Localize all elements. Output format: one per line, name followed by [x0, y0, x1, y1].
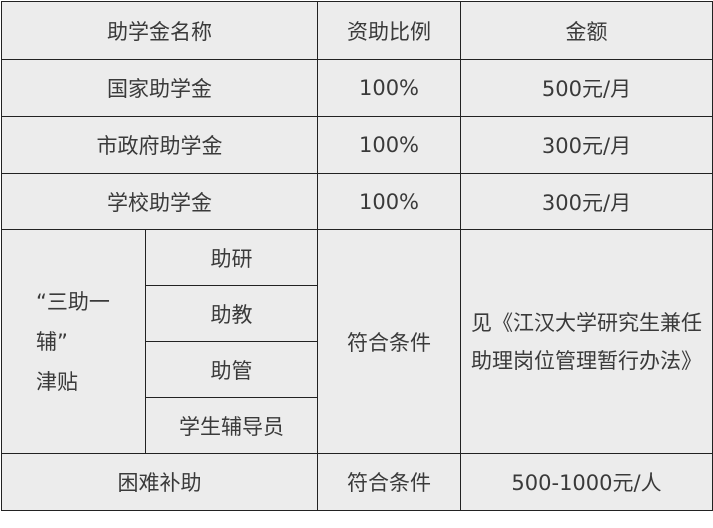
row-ratio: 符合条件 — [317, 453, 461, 511]
subsidy-item: 助管 — [145, 341, 318, 398]
row-name: 学校助学金 — [1, 173, 318, 230]
row-name: 市政府助学金 — [1, 116, 318, 174]
subsidy-group-label: “三助一 辅” 津贴 — [1, 229, 146, 454]
header-name: 助学金名称 — [1, 1, 318, 60]
row-amount: 500-1000元/人 — [460, 453, 713, 511]
row-ratio: 100% — [317, 59, 461, 117]
row-amount: 500元/月 — [460, 59, 713, 117]
table-row: “三助一 辅” 津贴 助研 符合条件 见《江汉大学研究生兼任助理岗位管理暂行办法… — [1, 229, 713, 454]
table-row: 助教 — [2, 285, 713, 342]
row-ratio: 100% — [317, 116, 461, 174]
group-label-line: 津贴 — [36, 369, 78, 394]
group-label-line: 辅” — [36, 329, 68, 354]
row-name: 国家助学金 — [1, 59, 318, 117]
subsidy-ratio: 符合条件 — [317, 229, 461, 454]
header-amount: 金额 — [460, 1, 713, 60]
table-row: 助管 — [2, 341, 713, 398]
row-amount: 300元/月 — [460, 116, 713, 174]
row-name: 困难补助 — [1, 453, 318, 511]
scholarship-table: 助学金名称 资助比例 金额 国家助学金 100% 500元/月 市政府助学金 1… — [1, 1, 713, 511]
subsidy-item: 助研 — [145, 229, 318, 286]
group-label-line: “三助一 — [36, 289, 110, 314]
header-row: 助学金名称 资助比例 金额 — [1, 1, 713, 60]
subsidy-amount: 见《江汉大学研究生兼任助理岗位管理暂行办法》 — [460, 229, 713, 454]
table-row: 国家助学金 100% 500元/月 — [1, 59, 713, 117]
subsidy-item: 学生辅导员 — [145, 397, 318, 454]
subsidy-item: 助教 — [145, 285, 318, 342]
table-row: 学生辅导员 — [2, 397, 713, 454]
table-row: 市政府助学金 100% 300元/月 — [1, 116, 713, 174]
row-amount: 300元/月 — [460, 173, 713, 230]
row-ratio: 100% — [317, 173, 461, 230]
table-row: 困难补助 符合条件 500-1000元/人 — [1, 453, 713, 511]
table-row: 学校助学金 100% 300元/月 — [1, 173, 713, 230]
header-ratio: 资助比例 — [317, 1, 461, 60]
